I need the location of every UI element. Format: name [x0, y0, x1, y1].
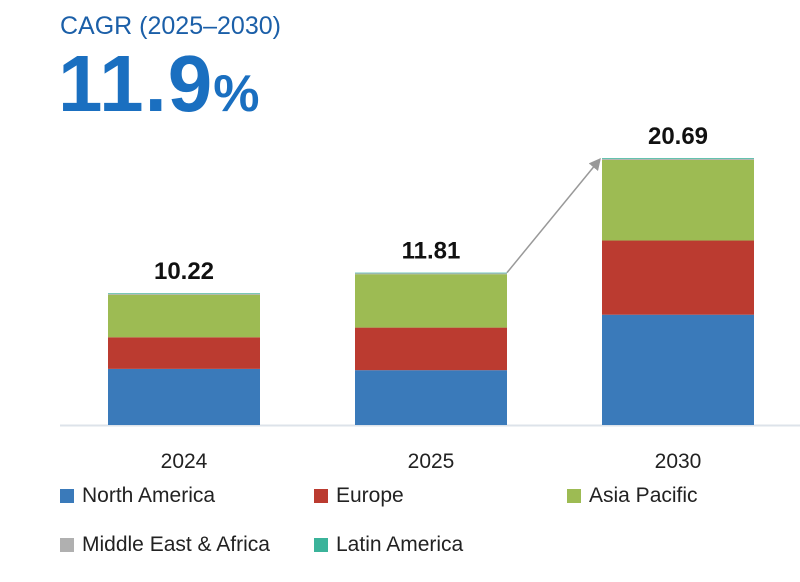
legend-swatch — [567, 489, 581, 503]
bar-segment-asia-pacific-2024 — [108, 294, 260, 338]
legend-label: North America — [82, 484, 216, 507]
legend-item-asia-pacific: Asia Pacific — [567, 484, 698, 508]
bar-segment-asia-pacific-2025 — [355, 274, 507, 328]
bar-segment-middle-east-africa-2030 — [602, 158, 754, 160]
legend-swatch — [314, 489, 328, 503]
legend-item-middle-east-africa: Middle East & Africa — [60, 533, 270, 557]
total-label-2030: 20.69 — [648, 123, 708, 150]
bar-segment-latin-america-2030 — [602, 158, 754, 159]
bar-segment-europe-2025 — [355, 327, 507, 371]
legend-swatch — [60, 489, 74, 503]
growth-arrow — [506, 157, 601, 274]
bar-segment-latin-america-2024 — [108, 293, 260, 294]
legend-label: Asia Pacific — [589, 484, 698, 507]
legend-label: Europe — [336, 484, 404, 507]
legend-label: Latin America — [336, 533, 464, 556]
bar-segment-middle-east-africa-2025 — [355, 273, 507, 275]
legend-label: Middle East & Africa — [82, 533, 270, 556]
bar-segment-north-america-2024 — [108, 368, 260, 425]
legend-item-north-america: North America — [60, 484, 215, 508]
legend-item-europe: Europe — [314, 484, 404, 508]
legend-swatch — [314, 538, 328, 552]
cagr-unit: % — [213, 65, 261, 123]
total-label-2024: 10.22 — [154, 258, 214, 285]
cagr-value: 11.9% — [58, 44, 261, 124]
cagr-label: CAGR (2025–2030) — [60, 12, 281, 40]
bar-segment-middle-east-africa-2024 — [108, 293, 260, 295]
legend-item-latin-america: Latin America — [314, 533, 463, 557]
bar-segment-europe-2030 — [602, 240, 754, 315]
total-label-2025: 11.81 — [402, 238, 461, 265]
legend-swatch — [60, 538, 74, 552]
x-tick-label-2025: 2025 — [408, 450, 455, 473]
cagr-number: 11.9 — [58, 39, 214, 128]
bar-segment-north-america-2030 — [602, 314, 754, 425]
bar-segment-asia-pacific-2030 — [602, 159, 754, 241]
bar-segment-north-america-2025 — [355, 370, 507, 425]
bar-segment-europe-2024 — [108, 337, 260, 369]
x-tick-label-2024: 2024 — [161, 450, 208, 473]
bar-segment-latin-america-2025 — [355, 272, 507, 274]
x-tick-label-2030: 2030 — [655, 450, 702, 473]
